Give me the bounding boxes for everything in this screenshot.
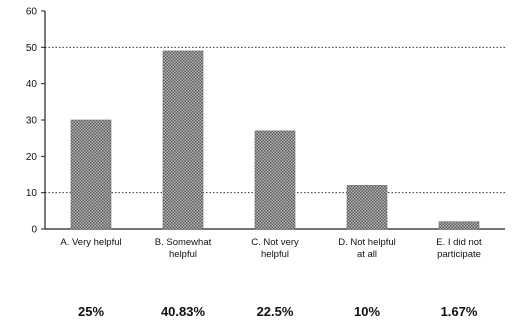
bar bbox=[162, 50, 204, 230]
category-label: D. Not helpful bbox=[338, 237, 396, 248]
category-label: E. I did not bbox=[436, 237, 482, 248]
category-label: at all bbox=[357, 249, 377, 260]
percentage-label: 40.83% bbox=[161, 304, 206, 319]
y-tick-label: 40 bbox=[26, 79, 38, 90]
category-label: helpful bbox=[261, 249, 289, 260]
bars bbox=[70, 50, 480, 230]
percentage-label: 25% bbox=[78, 304, 104, 319]
category-label: C. Not very bbox=[251, 237, 299, 248]
y-tick-label: 30 bbox=[26, 116, 38, 127]
percentage-label: 1.67% bbox=[441, 304, 478, 319]
bar bbox=[254, 130, 296, 230]
bar bbox=[438, 221, 480, 230]
category-label: A. Very helpful bbox=[60, 237, 121, 248]
category-label: helpful bbox=[169, 249, 197, 260]
y-tick-label: 60 bbox=[26, 7, 38, 18]
percentage-labels: 25% 40.83% 22.5% 10% 1.67% bbox=[78, 304, 478, 319]
category-label: participate bbox=[437, 249, 481, 260]
y-tick-labels: 0 10 20 30 40 50 60 bbox=[26, 7, 45, 236]
y-tick-label: 0 bbox=[31, 225, 37, 236]
percentage-label: 10% bbox=[354, 304, 380, 319]
y-tick-label: 10 bbox=[26, 188, 38, 199]
percentage-label: 22.5% bbox=[257, 304, 294, 319]
bar bbox=[70, 119, 112, 230]
y-tick-label: 20 bbox=[26, 152, 38, 163]
bar bbox=[346, 185, 388, 230]
y-tick-label: 50 bbox=[26, 43, 38, 54]
category-label: B. Somewhat bbox=[155, 237, 212, 248]
